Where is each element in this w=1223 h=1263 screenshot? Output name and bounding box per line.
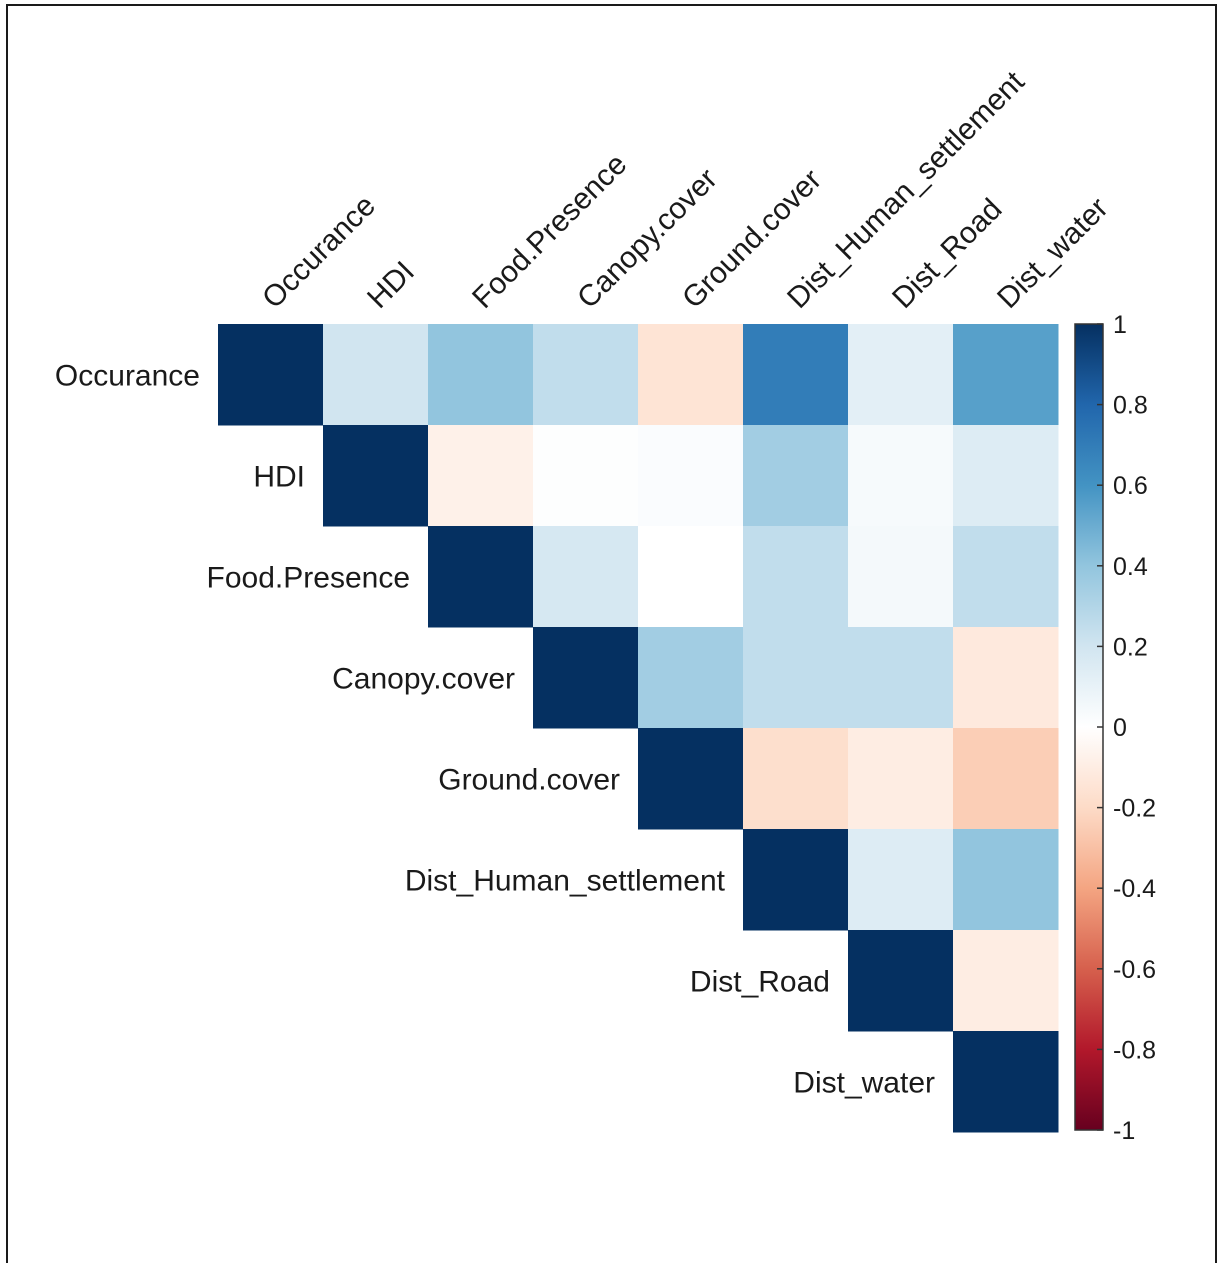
colorbar-tick-label: 0.2 <box>1113 633 1148 661</box>
heatmap-cell <box>638 627 744 729</box>
column-label: Dist_water <box>991 191 1115 315</box>
heatmap-cell <box>638 425 744 527</box>
row-label: Food.Presence <box>207 562 410 595</box>
heatmap-cell <box>533 526 639 628</box>
row-label: Dist_Road <box>690 966 830 999</box>
colorbar-tick-label: -0.8 <box>1113 1036 1156 1064</box>
heatmap-cell <box>953 829 1059 931</box>
row-labels: Occurance HDI Food.Presence Canopy.cover Gro… <box>55 360 935 1100</box>
heatmap-cell <box>533 627 639 729</box>
heatmap-cell <box>848 829 954 931</box>
heatmap-cell <box>953 324 1059 426</box>
heatmap-cell <box>953 728 1059 830</box>
heatmap-cell <box>743 627 849 729</box>
heatmap-cell <box>533 425 639 527</box>
heatmap-cell <box>848 627 954 729</box>
row-label: Ground.cover <box>438 764 620 797</box>
heatmap-cells <box>218 324 1059 1133</box>
heatmap-cell <box>848 526 954 628</box>
heatmap-cell <box>533 324 639 426</box>
heatmap-cell <box>743 324 849 426</box>
heatmap-cell <box>428 425 534 527</box>
heatmap-cell <box>638 324 744 426</box>
heatmap-cell <box>953 526 1059 628</box>
heatmap-cell <box>953 627 1059 729</box>
heatmap-cell <box>848 324 954 426</box>
heatmap-cell <box>428 324 534 426</box>
heatmap-cell <box>743 526 849 628</box>
heatmap-cell <box>953 930 1059 1032</box>
heatmap-cell <box>743 425 849 527</box>
heatmap-cell <box>953 425 1059 527</box>
heatmap-cell <box>638 728 744 830</box>
column-label: HDI <box>361 255 421 315</box>
row-label: Dist_water <box>793 1067 935 1100</box>
heatmap-cell <box>848 425 954 527</box>
heatmap-cell <box>323 324 429 426</box>
heatmap-cell <box>638 526 744 628</box>
heatmap-cell <box>743 728 849 830</box>
colorbar-tick-label: -0.4 <box>1113 875 1156 903</box>
heatmap-cell <box>323 425 429 527</box>
colorbar-tick-label: 0.8 <box>1113 392 1148 420</box>
row-label: HDI <box>253 461 305 494</box>
column-label: Occurance <box>256 189 382 315</box>
colorbar-tick-label: 0.4 <box>1113 553 1148 581</box>
heatmap-cell <box>218 324 324 426</box>
colorbar-tick-label: 0.6 <box>1113 472 1148 500</box>
colorbar-tick-label: -0.6 <box>1113 956 1156 984</box>
heatmap-cell <box>743 829 849 931</box>
colorbar-tick-label: -0.2 <box>1113 795 1156 823</box>
colorbar: 1 0.8 0.6 0.4 0.2 0 -0.2 -0.4 -0.6 -0.8 -1 <box>1074 311 1156 1145</box>
colorbar-tick-label: 1 <box>1113 311 1127 339</box>
heatmap-cell <box>428 526 534 628</box>
row-label: Dist_Human_settlement <box>405 865 726 898</box>
row-label: Canopy.cover <box>332 663 515 696</box>
row-label: Occurance <box>55 360 200 393</box>
colorbar-tick-label: 0 <box>1113 714 1127 742</box>
heatmap-cell <box>848 930 954 1032</box>
heatmap-cell <box>953 1031 1059 1133</box>
colorbar-tick-label: -1 <box>1113 1117 1135 1145</box>
heatmap-cell <box>848 728 954 830</box>
